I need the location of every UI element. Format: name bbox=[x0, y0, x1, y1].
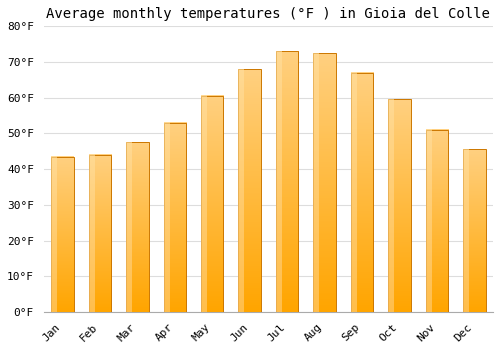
Bar bbox=[201, 96, 224, 312]
Title: Average monthly temperatures (°F ) in Gioia del Colle: Average monthly temperatures (°F ) in Gi… bbox=[46, 7, 490, 21]
Bar bbox=[51, 156, 74, 312]
Bar bbox=[350, 73, 373, 312]
Bar bbox=[238, 69, 261, 312]
Bar bbox=[463, 149, 485, 312]
Bar bbox=[388, 99, 410, 312]
Bar bbox=[164, 123, 186, 312]
Bar bbox=[276, 51, 298, 312]
Bar bbox=[314, 53, 336, 312]
Bar bbox=[126, 142, 148, 312]
Bar bbox=[88, 155, 111, 312]
Bar bbox=[426, 130, 448, 312]
